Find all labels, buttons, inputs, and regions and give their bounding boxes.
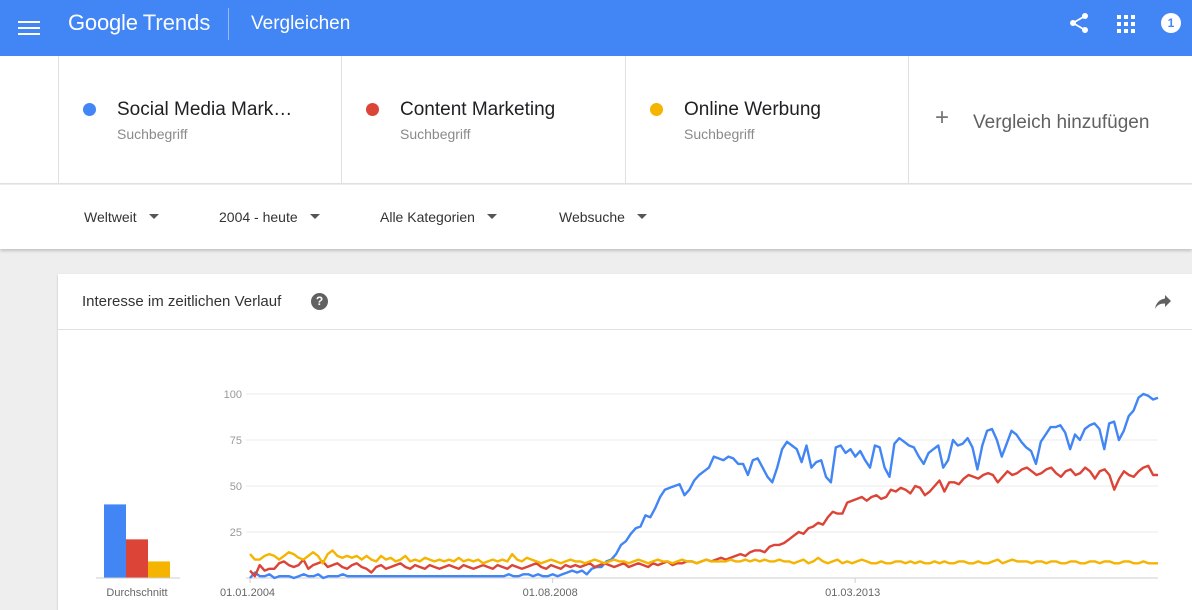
appbar-divider (228, 8, 229, 40)
term-card-2[interactable]: Content Marketing Suchbegriff (341, 56, 625, 184)
category-filter[interactable]: Alle Kategorien (380, 209, 497, 225)
y-tick-label: 100 (224, 389, 242, 401)
y-tick-label: 25 (230, 527, 242, 539)
region-filter-label: Weltweit (84, 209, 137, 225)
help-icon[interactable]: ? (311, 293, 328, 310)
notification-badge[interactable]: 1 (1161, 13, 1181, 33)
brand-google: Google (68, 10, 138, 35)
term-type: Suchbegriff (684, 126, 755, 142)
interest-over-time-card: Interesse im zeitlichen Verlauf ? Durchs… (58, 274, 1192, 610)
apps-icon[interactable] (1117, 15, 1135, 33)
x-tick-label: 01.03.2013 (825, 587, 880, 599)
plus-icon: + (935, 104, 950, 131)
term-name: Online Werbung (684, 99, 821, 120)
time-filter[interactable]: 2004 - heute (219, 209, 320, 225)
term-name: Social Media Mark… (117, 99, 293, 120)
y-tick-label: 50 (230, 481, 242, 493)
term-card-1[interactable]: Social Media Mark… Suchbegriff (58, 56, 342, 184)
dropdown-caret-icon (486, 213, 497, 219)
average-bar (126, 539, 148, 578)
series-line (249, 549, 1158, 565)
dropdown-caret-icon (148, 213, 159, 219)
average-bar (104, 504, 126, 578)
category-filter-label: Alle Kategorien (380, 209, 475, 225)
menu-icon[interactable] (18, 18, 40, 38)
dropdown-caret-icon (636, 213, 647, 219)
google-trends-logo[interactable]: Google Trends (68, 10, 210, 36)
comparison-terms: Social Media Mark… Suchbegriff Content M… (0, 56, 1192, 184)
time-filter-label: 2004 - heute (219, 209, 298, 225)
x-tick-label: 01.08.2008 (523, 587, 578, 599)
card-title: Interesse im zeitlichen Verlauf (82, 293, 282, 310)
series-line (249, 392, 1159, 580)
y-tick-label: 75 (230, 435, 242, 447)
share-icon[interactable] (1068, 12, 1090, 34)
filter-bar: Weltweit 2004 - heute Alle Kategorien We… (0, 185, 1192, 249)
add-comparison-label: Vergleich hinzufügen (973, 112, 1150, 133)
page-title: Vergleichen (251, 13, 351, 34)
term-color-dot (366, 103, 379, 116)
dropdown-caret-icon (309, 213, 320, 219)
average-label: Durchschnitt (106, 587, 167, 599)
term-type: Suchbegriff (400, 126, 471, 142)
average-bars: Durchschnitt (96, 504, 180, 599)
top-app-bar: Google Trends Vergleichen 1 (0, 0, 1192, 56)
average-bar (148, 561, 170, 578)
term-type: Suchbegriff (117, 126, 188, 142)
region-filter[interactable]: Weltweit (84, 209, 159, 225)
add-comparison-button[interactable]: + Vergleich hinzufügen (908, 56, 1192, 184)
chart-gridlines (246, 393, 1158, 579)
term-color-dot (650, 103, 663, 116)
card-header: Interesse im zeitlichen Verlauf ? (58, 274, 1192, 330)
term-name: Content Marketing (400, 99, 556, 120)
search-type-filter-label: Websuche (559, 209, 625, 225)
term-card-3[interactable]: Online Werbung Suchbegriff (625, 56, 909, 184)
term-color-dot (83, 103, 96, 116)
search-type-filter[interactable]: Websuche (559, 209, 647, 225)
chart-ticks: 100 75 50 25 01.01.2004 01.08.2008 01.03.2013 (220, 389, 880, 599)
interest-chart: Durchschnitt 100 75 50 25 01.01.2004 01.08.20… (96, 389, 1159, 599)
share-forward-icon[interactable] (1154, 294, 1172, 310)
chart-series (249, 392, 1159, 580)
brand-trends: Trends (142, 10, 211, 35)
x-tick-label: 01.01.2004 (220, 587, 275, 599)
